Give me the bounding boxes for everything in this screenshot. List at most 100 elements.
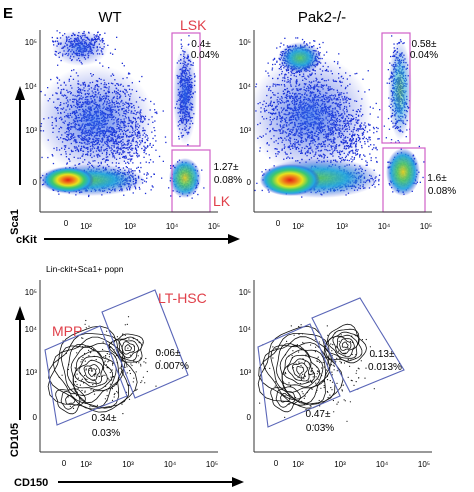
freq-lk-wt: 1.27± — [214, 162, 239, 173]
event-dot — [143, 173, 145, 175]
event-dot — [148, 154, 150, 156]
event-dot — [154, 135, 156, 137]
event-dot — [259, 150, 261, 152]
event-dot — [153, 103, 155, 105]
event-dot — [158, 155, 161, 158]
density-cloud — [40, 65, 155, 175]
density-plot-wt — [40, 30, 205, 199]
event-dot — [126, 166, 128, 169]
event-dot — [104, 32, 106, 34]
event-dot — [148, 162, 150, 164]
event-dot — [203, 187, 205, 189]
event-dot — [147, 173, 149, 175]
event-dot — [146, 174, 148, 176]
event-dot — [265, 70, 267, 72]
event-dot — [368, 89, 370, 91]
event-dot — [149, 142, 151, 145]
event-dot — [151, 146, 153, 148]
event-dot — [201, 169, 203, 171]
event-dot — [127, 73, 130, 75]
event-dot — [145, 153, 147, 155]
event-dot — [272, 59, 274, 61]
event-dot — [146, 172, 148, 174]
x-tick-label: 10² — [80, 222, 92, 231]
event-dot — [141, 75, 143, 78]
event-dot — [129, 73, 131, 75]
freq-lsk-wt: 0.4± — [191, 39, 211, 50]
event-dot — [267, 62, 269, 64]
event-dot — [123, 194, 125, 196]
event-dot — [51, 36, 53, 39]
event-dot — [367, 141, 369, 143]
plot-pak2-ckit-sca1: Pak2-/- 0.58± 0.04% 1.6± 0.08% 10⁵ 10⁴ 1… — [239, 9, 457, 231]
event-dot — [144, 192, 147, 195]
event-dot — [139, 188, 141, 190]
y-tick-label: 10³ — [25, 126, 37, 135]
event-dot — [170, 167, 172, 169]
event-dot — [362, 78, 364, 80]
event-dot — [255, 83, 258, 85]
event-dot — [155, 111, 158, 113]
event-dot — [146, 177, 148, 179]
event-dot — [154, 129, 156, 132]
event-dot — [162, 110, 164, 112]
x-tick-label: 10³ — [124, 222, 136, 231]
event-dot — [153, 173, 155, 175]
event-dot — [338, 53, 340, 55]
event-dot — [356, 72, 358, 75]
event-dot — [139, 171, 141, 173]
event-dot — [128, 72, 130, 74]
event-dot — [136, 167, 138, 169]
event-dot — [140, 166, 142, 169]
event-dot — [152, 137, 154, 140]
x-tick-label: 0 — [64, 219, 69, 228]
event-dot — [97, 31, 99, 33]
event-dot — [301, 38, 304, 41]
event-dot — [99, 34, 101, 36]
event-dot — [154, 111, 156, 114]
density-cloud — [42, 167, 94, 193]
event-dot — [121, 62, 123, 64]
event-dot — [145, 161, 147, 163]
freq-lsk-wt: 0.04% — [191, 50, 219, 61]
event-dot — [123, 65, 125, 67]
event-dot — [156, 112, 158, 115]
event-dot — [112, 53, 114, 55]
event-dot — [168, 187, 170, 189]
event-dot — [58, 193, 60, 195]
plot-wt-ckit-sca1: WT LSK LK 0.4± 0.04% 1.27± 0.08% 10⁵ 10⁴… — [9, 9, 242, 246]
event-dot — [143, 156, 145, 158]
event-dot — [152, 186, 154, 188]
event-dot — [164, 136, 167, 138]
event-dot — [180, 43, 182, 45]
event-dot — [372, 107, 374, 109]
event-dot — [114, 48, 116, 50]
event-dot — [373, 147, 375, 149]
event-dot — [99, 62, 101, 64]
density-cloud — [169, 158, 201, 198]
event-dot — [56, 76, 58, 78]
event-dot — [50, 78, 52, 81]
y-tick-label: 10⁵ — [25, 38, 37, 47]
event-dot — [188, 35, 190, 37]
event-dot — [149, 144, 151, 146]
event-dot — [41, 156, 43, 159]
arrow-head-icon — [15, 86, 25, 100]
y-tick-label: 0 — [33, 178, 38, 187]
event-dot — [144, 150, 146, 152]
event-dot — [150, 189, 152, 191]
event-dot — [272, 63, 274, 66]
event-dot — [187, 144, 189, 146]
x-axis-label-ckit: cKit — [16, 234, 37, 246]
event-dot — [52, 40, 54, 42]
event-dot — [137, 166, 139, 168]
event-dot — [145, 181, 147, 183]
event-dot — [107, 44, 109, 46]
y-axis-label-sca1: Sca1 — [9, 209, 21, 235]
event-dot — [132, 162, 134, 164]
freq-lk-wt: 0.08% — [214, 175, 242, 186]
event-dot — [40, 90, 42, 93]
event-dot — [180, 39, 182, 41]
event-dot — [47, 156, 49, 159]
